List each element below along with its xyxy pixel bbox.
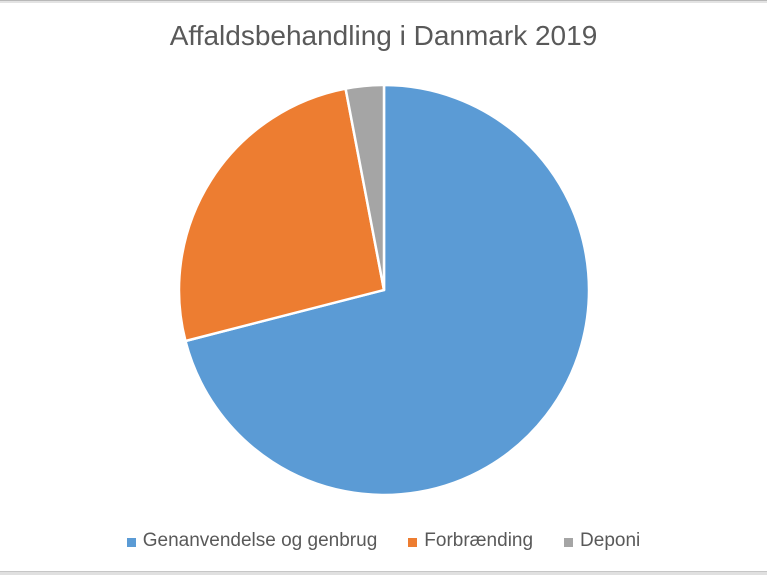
legend-swatch-icon [564,537,574,547]
chart-legend: Genanvendelse og genbrug Forbrænding Dep… [0,528,767,554]
legend-label: Forbrænding [424,530,534,551]
window-bottom-edge [0,571,767,575]
pie-chart-svg [177,83,591,497]
pie-slice-0 [184,83,591,497]
legend-item: Forbrænding [408,530,533,552]
legend-item: Genanvendelse og genbrug [126,530,378,552]
legend-swatch-icon [408,537,418,547]
legend-label: Genanvendelse og genbrug [142,530,378,551]
legend-item: Deponi [564,530,640,552]
pie-slice-1 [177,87,386,343]
legend-swatch-icon [126,537,136,547]
window-top-edge [0,0,767,3]
pie-chart [174,80,594,500]
legend-label: Deponi [580,530,641,551]
chart-title: Affaldsbehandling i Danmark 2019 [169,20,598,51]
pie-slice-2 [344,83,386,292]
